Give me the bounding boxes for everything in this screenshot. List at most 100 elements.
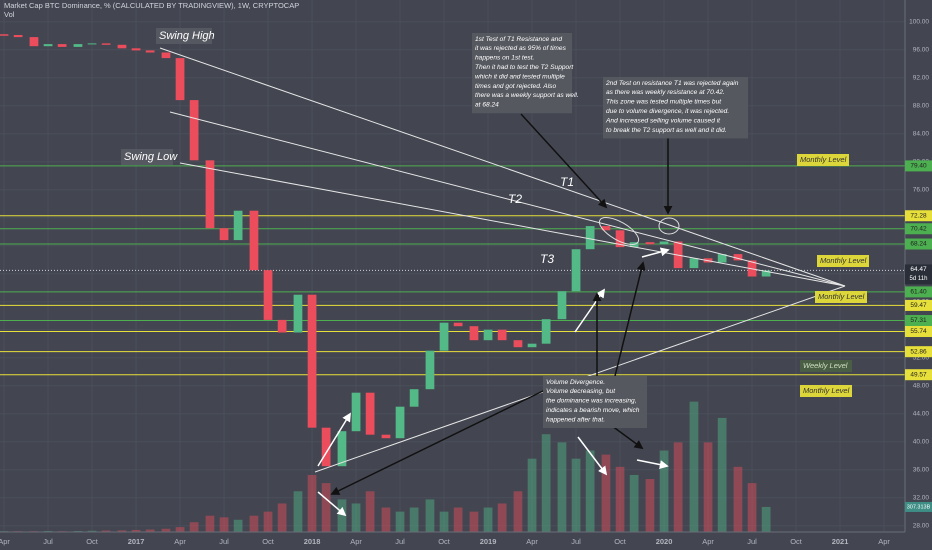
label-box [156,28,212,44]
volume-bar [659,450,669,532]
volume-bar [117,530,127,532]
candle [249,210,259,271]
volume-bar [469,511,479,532]
x-tick-label: Oct [86,537,99,546]
candle [497,329,507,341]
price-tag-label: 64.47 [910,266,927,273]
note-line: due to volume divergence, it was rejecte… [606,108,729,115]
candle [175,58,185,101]
levels [0,165,905,376]
candle [233,210,243,241]
x-tick-label: 2021 [832,537,849,546]
volume-bar [497,503,507,532]
x-tick-label: Oct [262,537,275,546]
candle [439,322,449,351]
volume-bar [293,491,303,532]
candle [733,254,743,261]
volume-bar [189,522,199,532]
level-note: Monthly Level [803,386,850,395]
y-tick-label: 52.00 [913,354,930,361]
arrow [330,389,546,495]
level-note-box [800,385,852,397]
volume-bar [395,511,405,532]
x-tick-label: Jul [219,537,229,546]
annotations: Swing High Swing Low T1 T2 T3 Monthly Level Mo… [121,28,869,428]
note-line: happens on 1st test. [475,55,535,62]
candle [585,226,595,250]
y-tick-label: 44.00 [913,410,930,417]
candle [601,226,611,231]
x-tick-label: Apr [526,537,538,546]
trend-line [179,162,846,287]
volume-bar [541,434,551,532]
candle [131,48,141,51]
note-line: 1st Test of T1 Resistance and [475,36,562,43]
y-tick-label: 36.00 [913,466,930,473]
candle [29,37,39,47]
candle [117,44,127,49]
label: Swing High [159,30,215,42]
level-note: Monthly Level [800,155,847,164]
candle [205,160,215,229]
level-tag [905,210,932,222]
level-tag-label: 70.42 [910,225,927,232]
level-tag-label: 52.86 [910,348,927,355]
level-tag-label: 61.40 [910,289,927,296]
volume-bar [439,511,449,532]
volume-bar [585,450,595,532]
volume-bar [629,474,639,532]
volume-bar [453,507,463,532]
x-tick-label: Jul [395,537,405,546]
candle [321,427,331,467]
level-tag-label: 79.40 [910,163,927,170]
note-line: indicates a bearish move, which [546,407,640,414]
volume-bar [307,474,317,532]
y-tick-label: 92.00 [913,74,930,81]
note-line: times and got rejected. Also [475,83,556,90]
candle [57,44,67,47]
candle [469,326,479,341]
trend-line [169,111,846,287]
volume-bar [733,466,743,532]
note-line: as there was weekly resistance at 70.42. [606,89,725,96]
level-note-box [817,255,869,267]
y-tick-label: 48.00 [913,382,930,389]
candle [189,100,199,161]
candle [351,392,361,432]
arrow [317,491,347,517]
candle [263,270,273,320]
level-tag [905,315,932,327]
highlight [658,217,680,235]
x-tick-label: Apr [350,537,362,546]
candle [145,50,155,53]
volume-bar [747,483,757,532]
volume-bar [601,454,611,532]
candle [645,242,655,245]
note-line: Then it had to test the T2 Support [475,64,574,71]
level-note-box [815,291,867,303]
x-tick-label: Oct [438,537,451,546]
level-tag-label: 57.31 [910,317,927,324]
note-line: And increased selling volume caused it [605,117,721,124]
volume-bar [101,530,111,532]
candle [761,270,771,277]
candle [425,350,435,390]
y-tick-label: 100.00 [909,18,929,25]
label: T1 [560,175,574,189]
candle [307,294,317,428]
level-tag [905,326,932,338]
note-line: it was rejected as 95% of times [475,45,567,52]
candle [73,44,83,47]
level-note: Monthly Level [820,256,867,265]
level-tag [905,286,932,298]
volume-bar [175,527,185,532]
volume-bar [483,507,493,532]
volume-bar [263,511,273,532]
arrow [614,261,646,377]
candle [87,43,97,45]
volume [0,401,771,532]
candle [513,340,523,348]
note-line: at 68.24 [475,102,499,109]
